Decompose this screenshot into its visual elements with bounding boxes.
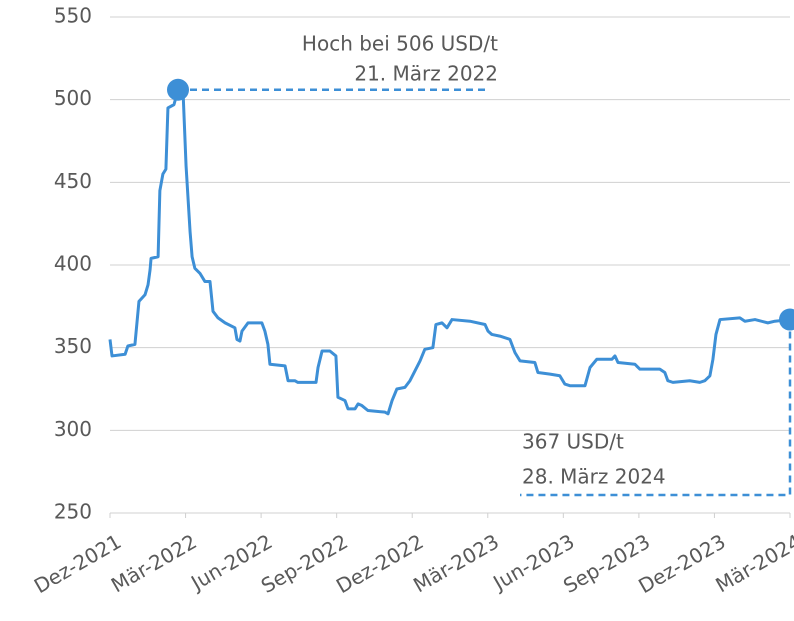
annotation: 367 USD/t xyxy=(522,430,624,454)
annotation: Hoch bei 506 USD/t xyxy=(302,32,498,56)
x-tick-label: Mär-2023 xyxy=(409,529,503,597)
y-tick-label: 350 xyxy=(54,334,92,358)
y-tick-label: 500 xyxy=(54,86,92,110)
y-tick-label: 400 xyxy=(54,252,92,276)
highlight-marker xyxy=(779,308,794,331)
y-tick-label: 550 xyxy=(54,4,92,28)
annotation: 21. März 2022 xyxy=(354,62,498,86)
x-tick-label: Dez-2022 xyxy=(332,529,427,598)
x-tick-label: Mär-2022 xyxy=(107,529,201,597)
y-tick-label: 450 xyxy=(54,169,92,193)
y-tick-label: 250 xyxy=(54,500,92,524)
annotation: 28. März 2024 xyxy=(522,465,666,489)
x-tick-label: Mär-2024 xyxy=(711,529,794,597)
line xyxy=(108,88,791,416)
x-tick-label: Dez-2021 xyxy=(30,529,125,598)
y-tick-label: 300 xyxy=(54,417,92,441)
highlight-marker xyxy=(167,78,189,101)
x-tick-label: Dez-2023 xyxy=(634,529,729,598)
